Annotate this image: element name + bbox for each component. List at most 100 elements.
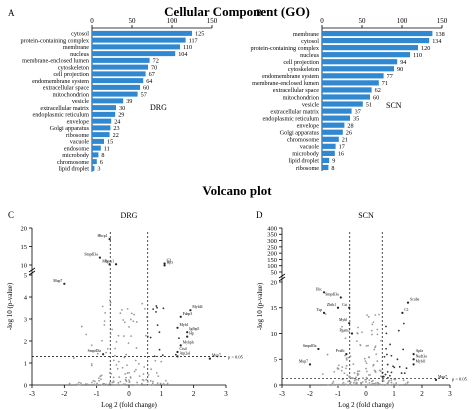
data-point <box>137 362 140 365</box>
x-tick-label: 0 <box>364 390 368 398</box>
data-point <box>117 384 119 386</box>
data-point <box>378 369 381 372</box>
data-point <box>396 384 399 386</box>
bar-value-label: 29 <box>118 112 124 119</box>
bar <box>92 91 138 97</box>
p-threshold-label: p < 0.05 <box>452 376 468 381</box>
data-point <box>348 320 351 322</box>
data-point <box>347 380 349 383</box>
data-point <box>105 351 108 354</box>
bar <box>322 164 329 171</box>
x-tick-label: 150 <box>207 17 218 25</box>
data-point <box>178 337 180 340</box>
data-point <box>78 383 81 386</box>
data-point <box>385 347 387 350</box>
p-threshold-label: p < 0.05 <box>228 354 244 359</box>
y-tick-label: 20 <box>271 279 278 286</box>
labeled-point <box>406 301 410 304</box>
bar <box>92 78 144 84</box>
data-point <box>145 316 148 319</box>
data-point <box>393 383 395 386</box>
data-point <box>117 360 120 363</box>
data-point <box>153 355 156 358</box>
category-label: membrane <box>63 44 89 51</box>
data-point <box>376 328 379 331</box>
data-point <box>353 372 356 374</box>
data-point <box>149 379 152 382</box>
bar <box>322 30 433 37</box>
data-point <box>112 359 115 362</box>
data-point <box>114 347 117 350</box>
data-point <box>390 379 393 382</box>
data-point <box>121 308 123 311</box>
labeled-point <box>176 355 179 358</box>
bar-value-label: 110 <box>183 44 192 51</box>
data-point <box>360 382 363 385</box>
data-point <box>356 383 359 386</box>
panel-label: DRG <box>121 211 138 220</box>
data-point <box>326 353 329 356</box>
labeled-point <box>186 331 189 334</box>
axis-break <box>28 270 36 276</box>
data-point <box>374 346 376 349</box>
bar-value-label: 21 <box>342 137 348 144</box>
data-point <box>122 335 125 337</box>
point-label: Hbcp1 <box>97 234 107 238</box>
data-point <box>72 357 75 359</box>
data-point <box>381 371 384 374</box>
data-point <box>390 381 393 384</box>
data-point <box>101 339 103 342</box>
bar <box>92 138 104 144</box>
bar-value-label: 104 <box>178 51 187 58</box>
data-point <box>341 325 343 328</box>
data-point <box>149 336 152 339</box>
data-point <box>363 357 366 360</box>
y-tick-label: 0 <box>274 382 277 389</box>
data-point <box>386 363 389 366</box>
category-label: envelope <box>297 122 320 129</box>
x-tick-label: 50 <box>129 17 137 25</box>
category-label: lipid droplet <box>289 158 320 165</box>
category-label: extracellular matrix <box>270 108 320 115</box>
data-point <box>90 364 93 367</box>
data-point <box>373 348 376 351</box>
bar <box>92 118 112 124</box>
data-point <box>138 375 141 378</box>
point-label: C3 <box>167 259 172 263</box>
bar <box>322 108 352 114</box>
data-point <box>141 302 144 305</box>
data-point <box>376 333 379 336</box>
bar-value-label: 77 <box>387 73 393 80</box>
bar <box>322 80 379 86</box>
category-label: vesicle <box>302 101 319 108</box>
data-point <box>93 383 96 386</box>
bar <box>322 157 330 164</box>
data-point <box>105 383 108 386</box>
category-label: chromosome <box>287 137 319 144</box>
category-label: microbody <box>292 151 320 158</box>
data-point <box>128 379 130 382</box>
bar <box>92 84 140 90</box>
labeled-point <box>348 322 351 325</box>
data-point <box>95 383 98 386</box>
data-point <box>104 312 107 314</box>
data-point <box>127 342 130 345</box>
data-point <box>155 305 158 307</box>
bar-value-label: 39 <box>126 98 132 105</box>
labeled-point <box>108 263 111 266</box>
point-label: Mb <box>102 259 107 263</box>
category-label: membrane-enclosed lumen <box>22 58 89 65</box>
x-tick-label: 100 <box>167 17 178 25</box>
data-point <box>344 337 347 340</box>
labeled-point <box>208 357 211 360</box>
bar-value-label: 71 <box>382 80 388 87</box>
bar-value-label: 6 <box>100 159 103 166</box>
data-point <box>147 374 150 376</box>
bar-value-label: 17 <box>339 144 345 151</box>
category-label: cell projection <box>283 59 319 66</box>
point-label: Igfbp5 <box>189 327 199 331</box>
category-label: ribosome <box>66 132 89 139</box>
category-label: cytosol <box>301 38 319 45</box>
data-point <box>365 384 367 386</box>
